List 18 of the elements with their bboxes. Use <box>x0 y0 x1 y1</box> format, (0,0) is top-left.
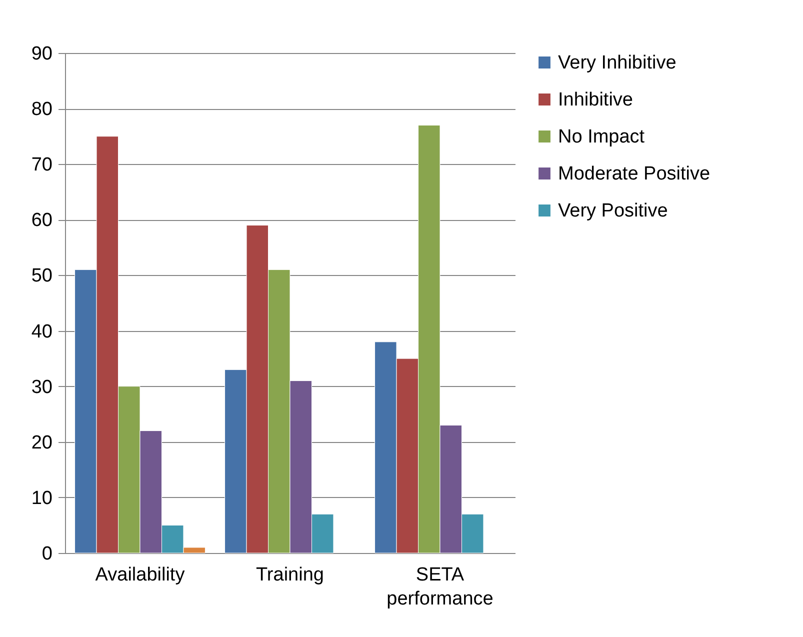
legend-label: Inhibitive <box>558 90 633 110</box>
y-tick-label: 20 <box>31 432 52 454</box>
y-tick-label: 50 <box>31 266 52 287</box>
x-tick-label: Training <box>256 564 324 586</box>
y-tick-label: 30 <box>31 376 52 398</box>
legend-label: Moderate Positive <box>558 164 710 184</box>
x-tick-label: Availability <box>95 564 186 586</box>
y-tick-label: 10 <box>31 488 52 509</box>
x-tick-label: SETA performance <box>386 564 494 610</box>
y-tick-label: 80 <box>31 99 52 120</box>
y-tick-label: 90 <box>31 44 52 64</box>
legend-label: Very Inhibitive <box>558 52 676 74</box>
y-tick-label: 40 <box>31 321 52 342</box>
y-tick-label: 0 <box>42 544 52 564</box>
y-tick-label: 70 <box>31 154 52 176</box>
legend-label: Very Positive <box>558 200 668 222</box>
legend-label: No Impact <box>558 126 646 148</box>
y-tick-label: 60 <box>31 210 52 232</box>
